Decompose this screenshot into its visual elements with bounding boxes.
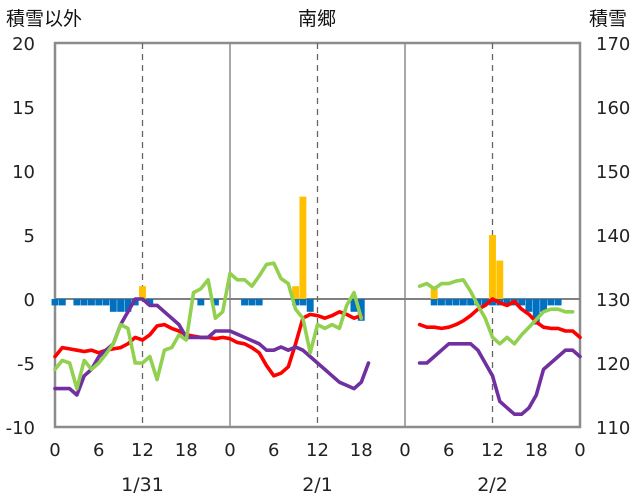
right-tick-label: 150 [596, 162, 630, 183]
hour-tick-label: 0 [49, 440, 60, 461]
blue-bar-39 [554, 299, 562, 306]
blue-bar-23 [438, 299, 445, 306]
hour-tick-label: 18 [525, 440, 548, 461]
hour-tick-label: 18 [175, 440, 198, 461]
blue-bar-9 [124, 299, 132, 312]
hour-tick-label: 18 [350, 440, 373, 461]
blue-bar-30 [489, 299, 496, 306]
blue-bar-2 [73, 299, 81, 306]
hour-tick-label: 0 [574, 440, 585, 461]
hour-tick-label: 12 [306, 440, 329, 461]
blue-bar-29 [481, 299, 489, 306]
left-y-ticks: -10 -5 0 5 10 15 20 [6, 34, 35, 439]
blue-bar-36 [532, 299, 540, 325]
blue-bar-20 [350, 299, 358, 312]
orange-bar-1 [292, 286, 300, 299]
blue-bar-35 [525, 299, 533, 312]
blue-bar-15 [248, 299, 256, 306]
right-tick-label: 110 [596, 418, 630, 439]
blue-bar-21 [357, 299, 365, 321]
blue-bar-13 [211, 299, 219, 306]
right-tick-label: 130 [596, 290, 630, 311]
orange-bar-2 [299, 196, 307, 299]
blue-bar-19 [306, 299, 314, 312]
blue-bar-14 [241, 299, 249, 306]
hour-tick-label: 6 [268, 440, 279, 461]
dashed-grid [141, 43, 494, 427]
date-label: 1/31 [121, 474, 164, 496]
blue-bar-16 [255, 299, 263, 306]
left-tick-label: 15 [12, 98, 35, 119]
blue-bar-3 [80, 299, 88, 306]
left-tick-label: 10 [12, 162, 35, 183]
left-tick-label: 0 [24, 290, 35, 311]
blue-bar-6 [102, 299, 110, 306]
series-line-2 [53, 297, 582, 416]
orange-bar-5 [496, 260, 504, 299]
blue-bar-1 [58, 299, 66, 306]
hour-tick-label: 6 [443, 440, 454, 461]
blue-bar-7 [109, 299, 117, 312]
right-tick-label: 160 [596, 98, 630, 119]
hour-tick-label: 6 [93, 440, 104, 461]
x-hour-ticks: 0 6 12 18 0 6 12 18 0 6 12 18 0 [49, 440, 585, 461]
blue-bar-17 [292, 299, 300, 306]
blue-bar-18 [299, 299, 307, 306]
line-layer [53, 261, 582, 416]
orange-bar-0 [139, 286, 146, 299]
left-tick-label: 20 [12, 34, 35, 55]
blue-bar-8 [117, 299, 125, 312]
blue-bar-37 [540, 299, 547, 312]
chart-title: 南郷 [298, 8, 336, 30]
blue-bar-4 [88, 299, 95, 306]
blue-bar-0 [51, 299, 59, 306]
hour-tick-label: 12 [131, 440, 154, 461]
blue-bar-11 [146, 299, 154, 306]
left-tick-label: 5 [24, 226, 35, 247]
date-label: 2/2 [477, 474, 508, 496]
orange-bar-4 [489, 235, 496, 299]
blue-bar-12 [197, 299, 205, 306]
blue-bar-24 [445, 299, 453, 306]
right-axis-title: 積雪 [589, 8, 627, 30]
blue-bar-25 [452, 299, 460, 306]
left-axis-title: 積雪以外 [6, 8, 82, 30]
blue-bar-26 [459, 299, 467, 306]
blue-bar-32 [503, 299, 511, 306]
blue-bar-34 [518, 299, 526, 306]
series-line-3 [53, 261, 575, 391]
hour-tick-label: 12 [481, 440, 504, 461]
hour-tick-label: 0 [224, 440, 235, 461]
orange-bar-3 [430, 286, 438, 299]
x-date-labels: 1/31 2/1 2/2 [121, 474, 508, 496]
right-tick-label: 140 [596, 226, 630, 247]
right-y-ticks: 110 120 130 140 150 160 170 [596, 34, 630, 439]
blue-bar-27 [467, 299, 475, 306]
blue-bar-5 [95, 299, 103, 306]
left-tick-label: -10 [6, 418, 35, 439]
blue-bar-22 [430, 299, 438, 306]
hour-tick-label: 0 [399, 440, 410, 461]
right-tick-label: 120 [596, 354, 630, 375]
left-tick-label: -5 [17, 354, 35, 375]
date-label: 2/1 [302, 474, 333, 496]
blue-bar-38 [547, 299, 555, 306]
right-tick-label: 170 [596, 34, 630, 55]
